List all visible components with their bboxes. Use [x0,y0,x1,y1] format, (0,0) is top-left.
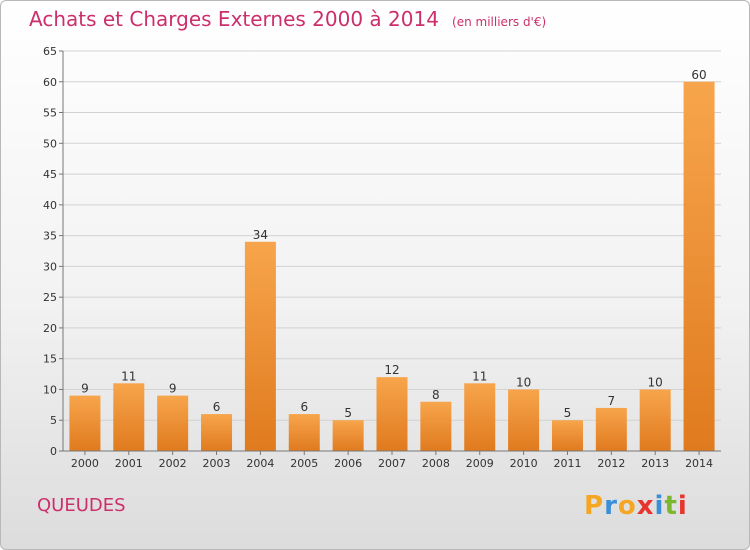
bar-2012 [595,407,627,451]
bar-2000 [69,395,101,451]
data-label-2000: 9 [81,382,89,396]
data-label-2001: 11 [121,369,136,383]
y-tick-label: 30 [43,260,57,273]
data-label-2009: 11 [472,369,487,383]
data-label-2007: 12 [384,363,399,377]
logo-letter: i [654,491,665,521]
data-label-2005: 6 [300,400,308,414]
bar-2005 [288,414,320,451]
data-label-2002: 9 [169,382,177,396]
x-tick-label-2000: 2000 [71,457,99,470]
bar-2003 [201,414,233,451]
unit-text: (en milliers d'€) [452,15,547,29]
x-tick-label-2003: 2003 [203,457,231,470]
bar-2004 [244,241,276,451]
x-tick-label-2004: 2004 [246,457,274,470]
x-tick-label-2002: 2002 [159,457,187,470]
y-tick-label: 15 [43,353,57,366]
y-tick-label: 25 [43,291,57,304]
data-label-2006: 5 [344,406,352,420]
proxiti-logo: Proxiti [584,491,688,521]
x-tick-label-2011: 2011 [553,457,581,470]
bar-2010 [508,389,540,451]
x-tick-label-2014: 2014 [685,457,713,470]
y-tick-label: 0 [50,445,57,458]
y-tick-label: 35 [43,230,57,243]
data-label-2008: 8 [432,388,440,402]
bar-2013 [639,389,671,451]
bar-2002 [157,395,189,451]
x-tick-label-2012: 2012 [597,457,625,470]
data-label-2003: 6 [213,400,221,414]
y-tick-label: 50 [43,137,57,150]
logo-letter: i [677,491,688,521]
y-tick-label: 60 [43,76,57,89]
x-tick-label-2013: 2013 [641,457,669,470]
bar-2001 [113,383,145,451]
y-tick-label: 40 [43,199,57,212]
y-tick-label: 45 [43,168,57,181]
x-tick-label-2001: 2001 [115,457,143,470]
y-tick-label: 5 [50,414,57,427]
x-tick-label-2005: 2005 [290,457,318,470]
y-tick-label: 65 [43,45,57,58]
commune-name: QUEUDES [37,495,126,516]
x-tick-label-2010: 2010 [510,457,538,470]
data-label-2014: 60 [691,68,706,82]
y-tick-label: 10 [43,383,57,396]
logo-letter: x [636,491,655,521]
bar-2008 [420,401,452,451]
bar-2007 [376,377,408,451]
data-label-2010: 10 [516,375,531,389]
bar-2011 [551,420,583,451]
bar-2014 [683,81,715,452]
logo-letter: o [617,491,637,521]
chart-title: Achats et Charges Externes 2000 à 2014 (… [29,7,546,31]
data-label-2012: 7 [608,394,616,408]
title-text: Achats et Charges Externes 2000 à 2014 [29,7,439,31]
x-tick-label-2006: 2006 [334,457,362,470]
x-tick-label-2007: 2007 [378,457,406,470]
logo-letter: P [584,491,605,521]
y-tick-label: 55 [43,107,57,120]
bar-2006 [332,420,364,451]
bar-2009 [464,383,496,451]
data-label-2011: 5 [564,406,572,420]
logo-letter: t [664,491,678,521]
x-tick-label-2008: 2008 [422,457,450,470]
x-tick-label-2009: 2009 [466,457,494,470]
data-label-2004: 34 [253,228,268,242]
logo-letter: r [604,491,618,521]
y-tick-label: 20 [43,322,57,335]
data-label-2013: 10 [648,375,663,389]
